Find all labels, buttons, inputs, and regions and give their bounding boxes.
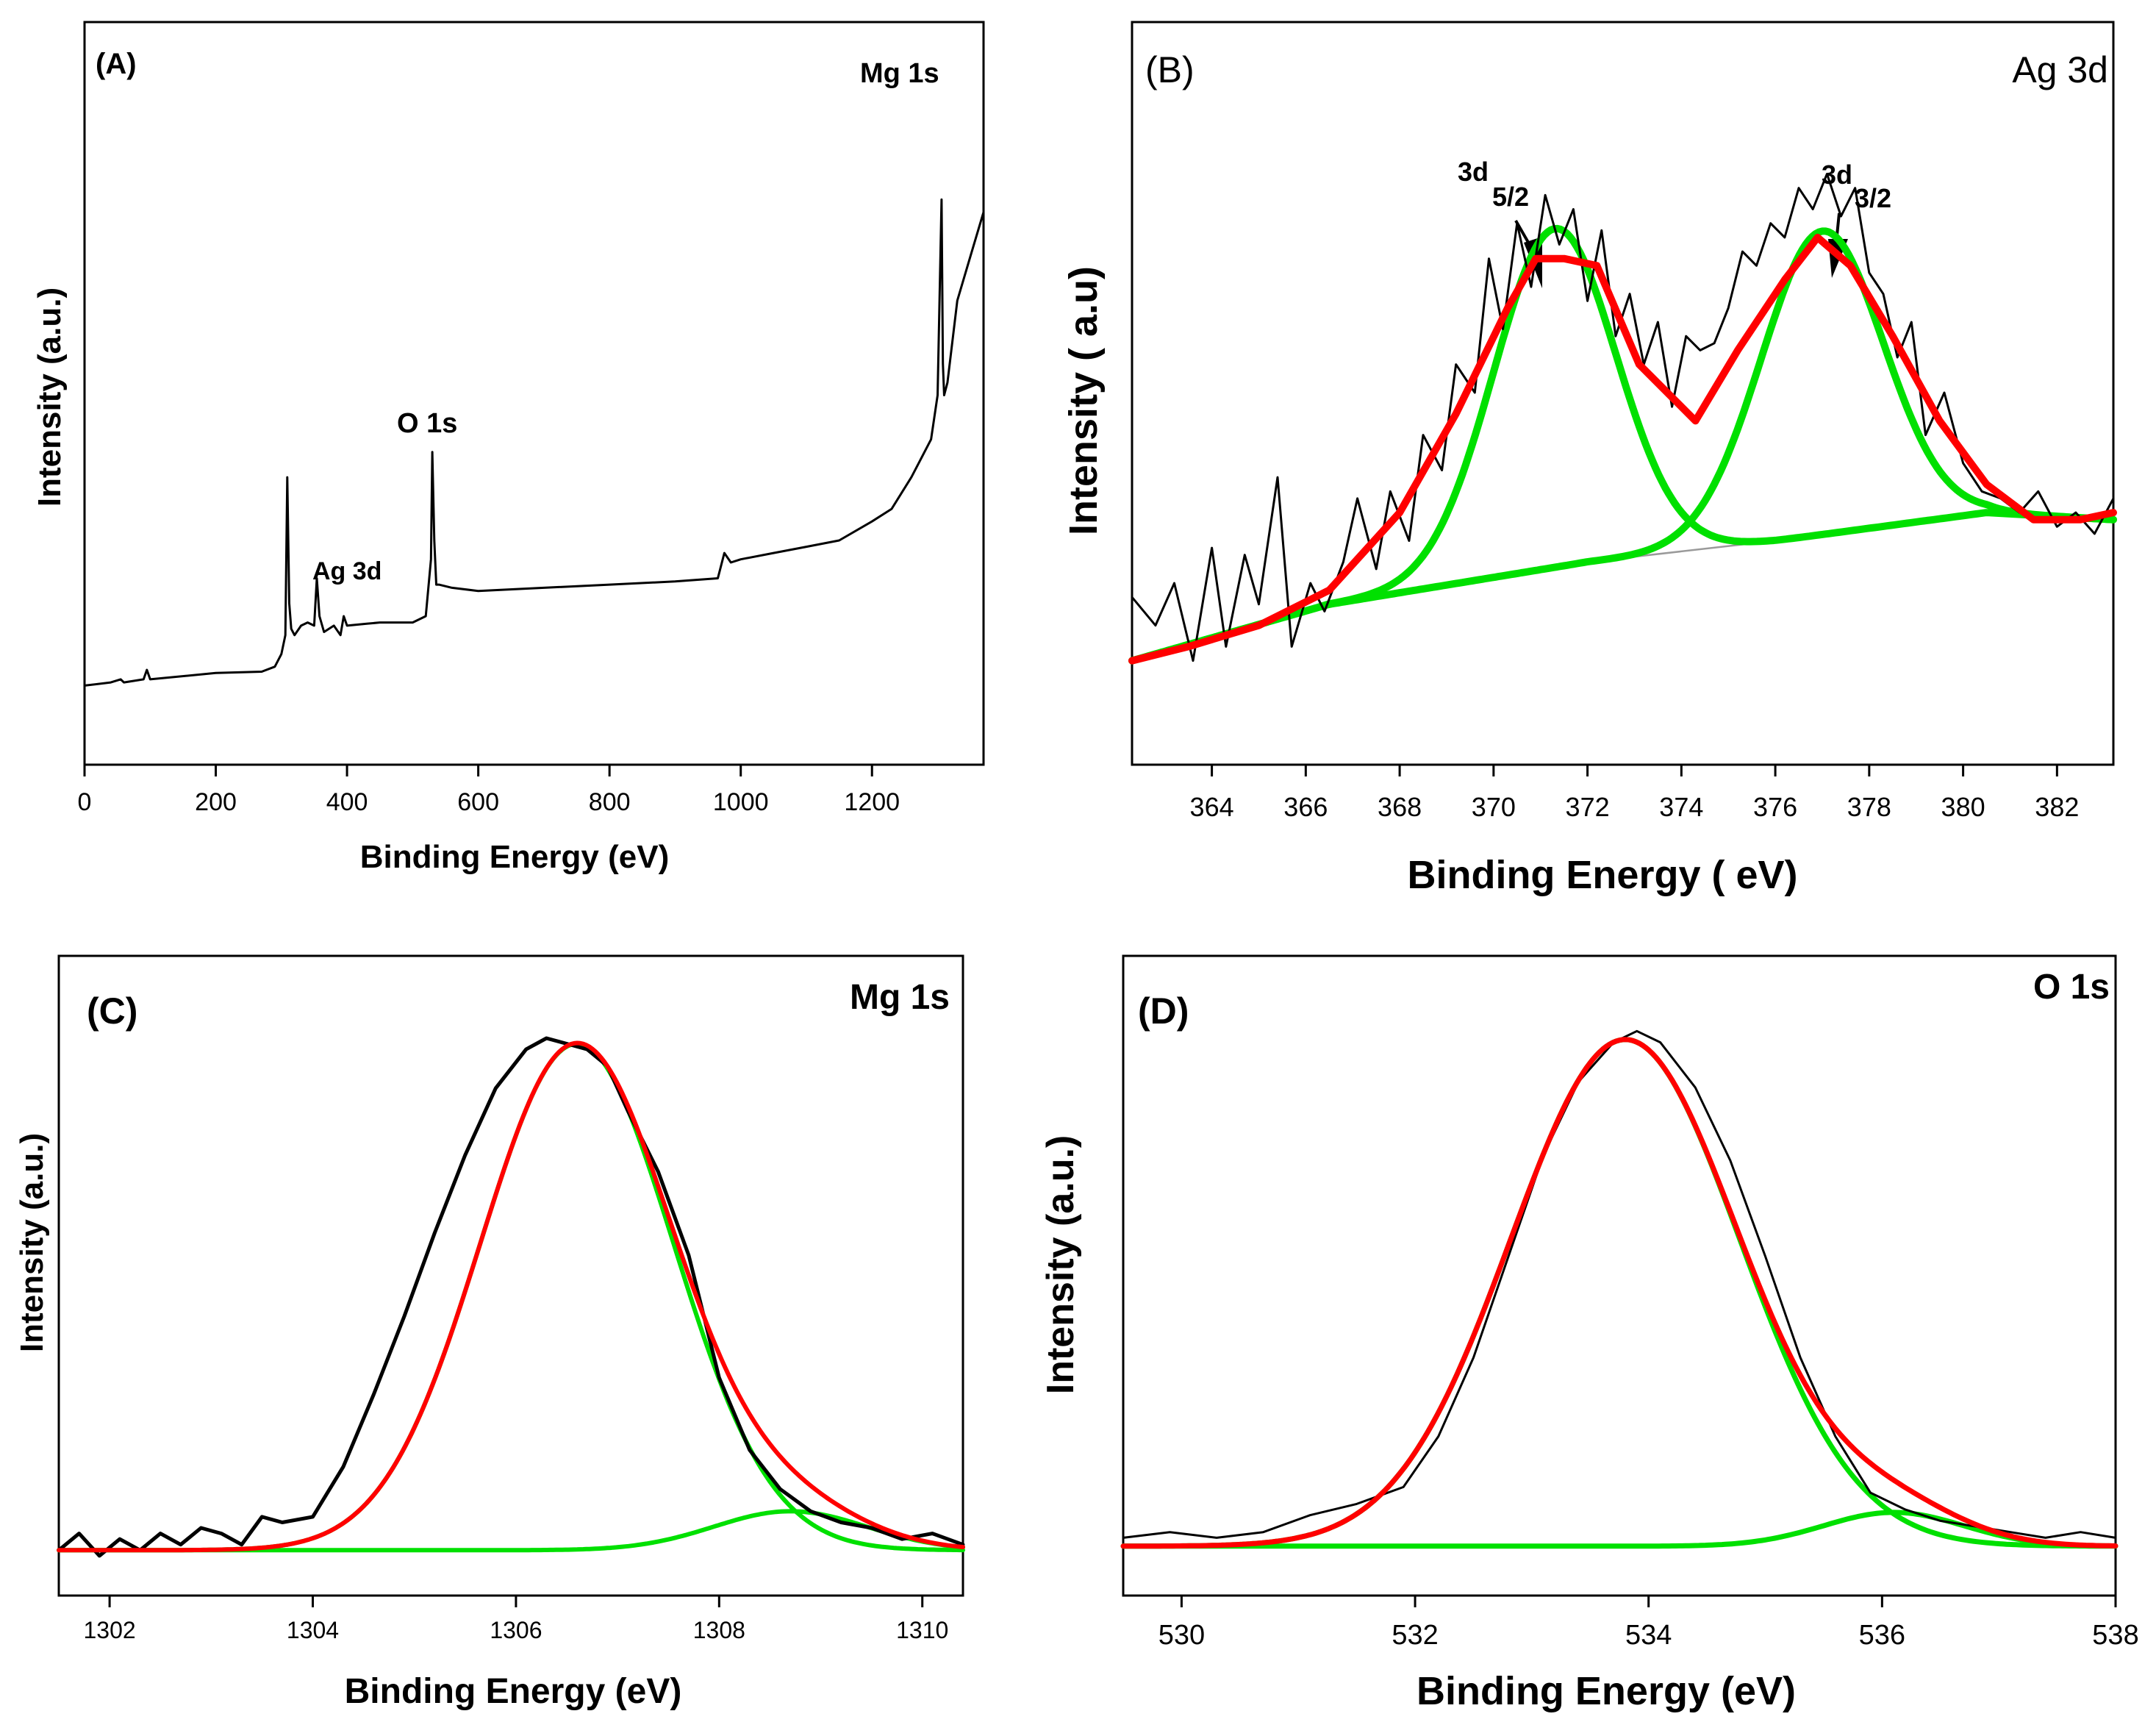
x-tick-label: 0	[78, 788, 92, 816]
panel-b-label: (B)	[1145, 49, 1195, 90]
x-tick-label: 1308	[693, 1617, 745, 1643]
x-tick-label: 364	[1190, 792, 1234, 822]
x-tick-label: 1200	[844, 788, 900, 816]
panel-c-plot-frame	[57, 954, 964, 1597]
panel-a-ylabel: Intensity (a.u.)	[32, 287, 68, 507]
series-component-main	[1120, 1037, 2119, 1549]
x-tick-label: 380	[1941, 792, 1985, 822]
peak-label-3d32-sub: 3/2	[1855, 183, 1891, 213]
panel-c-mg1s-chart: (C) Mg 1s Binding Energy (eV) Intensity …	[14, 954, 965, 1711]
series-baseline	[1131, 511, 2115, 662]
series-component-main	[57, 1041, 965, 1553]
x-tick-label: 1306	[490, 1617, 542, 1643]
panel-d-label: (D)	[1138, 990, 1189, 1032]
x-tick-label: 370	[1472, 792, 1516, 822]
panel-c-label: (C)	[87, 990, 137, 1032]
series-component-5-2	[1128, 224, 2117, 665]
x-tick-label: 376	[1753, 792, 1797, 822]
peak-label-3d52-sub: 5/2	[1492, 182, 1529, 212]
panel-a-annotation-o1s: O 1s	[397, 408, 457, 439]
series-envelope	[1120, 1037, 2119, 1549]
x-tick-label: 600	[457, 788, 499, 816]
panel-d-ylabel: Intensity (a.u.)	[1039, 1135, 1082, 1394]
x-tick-label: 538	[2092, 1620, 2138, 1651]
x-tick-label: 1310	[896, 1617, 948, 1643]
x-tick-label: 378	[1847, 792, 1891, 822]
series-raw	[57, 1036, 965, 1558]
series-component-3-2	[1128, 227, 2117, 665]
x-tick-label: 374	[1659, 792, 1703, 822]
panel-b-ylabel: Intensity ( a.u)	[1061, 266, 1106, 535]
peak-label-3d52-main: 3d	[1458, 157, 1489, 187]
x-tick-label: 372	[1566, 792, 1610, 822]
x-tick-label: 532	[1392, 1620, 1438, 1651]
series-envelope	[1128, 233, 2117, 665]
x-tick-label: 800	[589, 788, 631, 816]
x-tick-label: 382	[2035, 792, 2079, 822]
series-raw	[1131, 173, 2115, 662]
x-tick-label: 366	[1283, 792, 1328, 822]
panel-c-ylabel: Intensity (a.u.)	[14, 1133, 50, 1352]
x-tick-label: 530	[1158, 1620, 1205, 1651]
panel-b-plot-frame	[1131, 21, 2115, 766]
panel-c-title: Mg 1s	[850, 978, 950, 1017]
panel-a-label: (A)	[96, 48, 137, 80]
series-raw	[1122, 1029, 2117, 1539]
panel-a-survey-chart: (A) Binding Energy (eV) Intensity (a.u.)…	[32, 21, 985, 875]
x-tick-label: 1304	[287, 1617, 339, 1643]
x-tick-label: 1000	[713, 788, 769, 816]
x-tick-label: 200	[195, 788, 237, 816]
series-survey	[83, 198, 985, 687]
panel-d-title: O 1s	[2033, 968, 2110, 1007]
x-tick-label: 536	[1859, 1620, 1905, 1651]
x-tick-label: 534	[1625, 1620, 1672, 1651]
panel-a-plot-frame	[83, 21, 985, 766]
x-tick-label: 400	[326, 788, 368, 816]
peak-label-3d32: 3d 3/2	[1822, 160, 1891, 278]
panel-d-o1s-chart: (D) O 1s Binding Energy (eV) Intensity (…	[1039, 954, 2139, 1713]
x-tick-label: 1302	[84, 1617, 136, 1643]
panel-b-title: Ag 3d	[2012, 49, 2108, 90]
panel-d-xlabel: Binding Energy (eV)	[1417, 1669, 1796, 1713]
panel-a-xlabel: Binding Energy (eV)	[360, 839, 669, 875]
panel-d-plot-frame	[1122, 954, 2117, 1597]
panel-a-annotation-mg1s: Mg 1s	[860, 58, 939, 89]
panel-b-xlabel: Binding Energy ( eV)	[1407, 853, 1797, 897]
series-envelope	[57, 1040, 965, 1553]
panel-c-xlabel: Binding Energy (eV)	[345, 1672, 682, 1711]
x-tick-label: 368	[1378, 792, 1422, 822]
panel-a-annotation-ag3d: Ag 3d	[312, 557, 382, 585]
panel-b-ag3d-chart: (B) Ag 3d Binding Energy ( eV) Intensity…	[1061, 21, 2117, 897]
